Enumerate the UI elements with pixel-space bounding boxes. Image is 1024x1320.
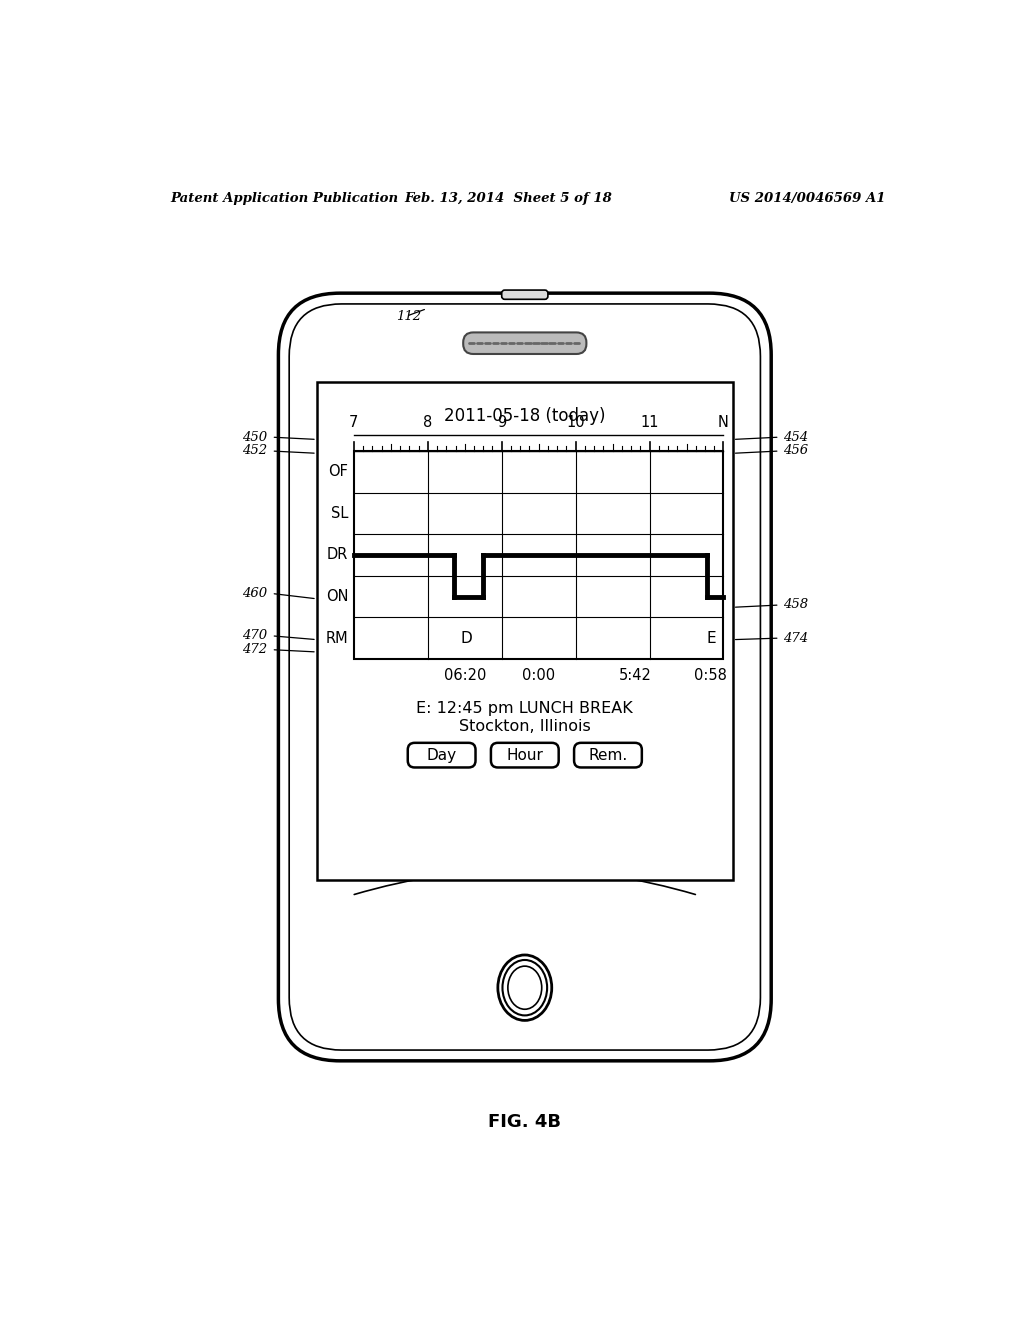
FancyBboxPatch shape bbox=[408, 743, 475, 767]
Bar bbox=[354, 451, 724, 659]
Text: SL: SL bbox=[331, 506, 348, 521]
Text: 470: 470 bbox=[243, 630, 267, 643]
Text: E: E bbox=[707, 631, 716, 645]
FancyBboxPatch shape bbox=[490, 743, 559, 767]
FancyBboxPatch shape bbox=[574, 743, 642, 767]
Text: 0:00: 0:00 bbox=[522, 668, 555, 684]
Text: 458: 458 bbox=[783, 598, 809, 611]
Text: Patent Application Publication: Patent Application Publication bbox=[171, 191, 398, 205]
Text: Day: Day bbox=[427, 747, 457, 763]
Bar bbox=[316, 381, 733, 880]
Text: 456: 456 bbox=[783, 445, 809, 458]
FancyBboxPatch shape bbox=[463, 333, 587, 354]
Text: 112: 112 bbox=[396, 310, 421, 323]
Text: 11: 11 bbox=[640, 416, 658, 430]
Text: US 2014/0046569 A1: US 2014/0046569 A1 bbox=[729, 191, 885, 205]
FancyBboxPatch shape bbox=[279, 293, 771, 1061]
Text: 460: 460 bbox=[243, 587, 267, 601]
Ellipse shape bbox=[498, 954, 552, 1020]
Text: 10: 10 bbox=[566, 416, 585, 430]
Text: OF: OF bbox=[329, 465, 348, 479]
FancyBboxPatch shape bbox=[289, 304, 761, 1051]
Text: 450: 450 bbox=[243, 430, 267, 444]
Text: E: 12:45 pm LUNCH BREAK: E: 12:45 pm LUNCH BREAK bbox=[417, 701, 633, 717]
Text: 2011-05-18 (today): 2011-05-18 (today) bbox=[444, 408, 605, 425]
Text: FIG. 4B: FIG. 4B bbox=[488, 1114, 561, 1131]
Text: DR: DR bbox=[327, 548, 348, 562]
Text: 06:20: 06:20 bbox=[443, 668, 486, 684]
Text: Stockton, Illinois: Stockton, Illinois bbox=[459, 719, 591, 734]
Text: D: D bbox=[461, 631, 472, 645]
Text: 0:58: 0:58 bbox=[693, 668, 727, 684]
Text: 7: 7 bbox=[349, 416, 358, 430]
Text: 8: 8 bbox=[423, 416, 432, 430]
Text: ON: ON bbox=[326, 589, 348, 605]
Text: RM: RM bbox=[326, 631, 348, 645]
Text: 454: 454 bbox=[783, 430, 809, 444]
Text: 452: 452 bbox=[243, 445, 267, 458]
Text: 5:42: 5:42 bbox=[618, 668, 651, 684]
Text: 472: 472 bbox=[243, 643, 267, 656]
Ellipse shape bbox=[503, 960, 547, 1015]
Text: 9: 9 bbox=[497, 416, 506, 430]
Text: Feb. 13, 2014  Sheet 5 of 18: Feb. 13, 2014 Sheet 5 of 18 bbox=[403, 191, 611, 205]
FancyBboxPatch shape bbox=[502, 290, 548, 300]
Text: N: N bbox=[718, 416, 729, 430]
Text: Rem.: Rem. bbox=[589, 747, 628, 763]
Text: Hour: Hour bbox=[506, 747, 544, 763]
Text: 474: 474 bbox=[783, 631, 809, 644]
Ellipse shape bbox=[508, 966, 542, 1010]
